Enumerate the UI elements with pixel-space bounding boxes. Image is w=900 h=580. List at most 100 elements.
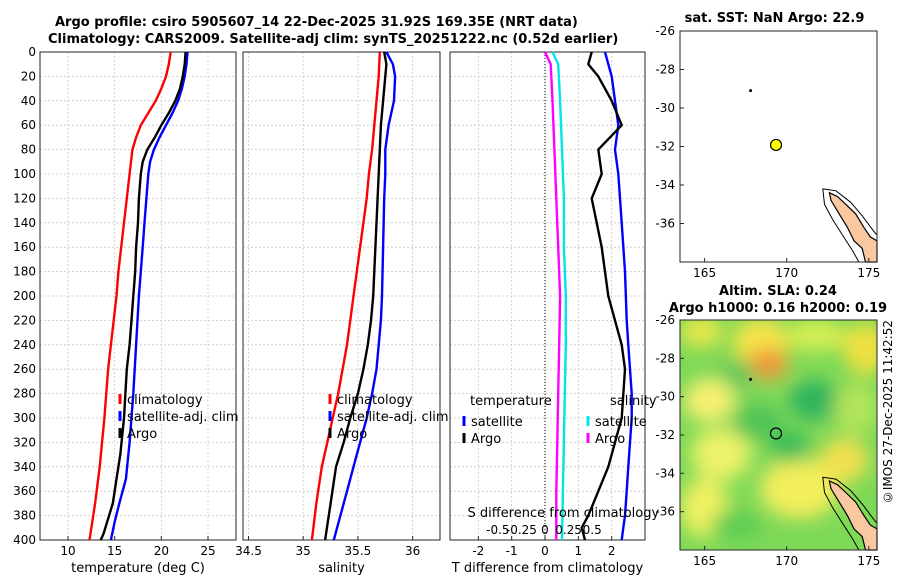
- sla-anomaly-blob: [709, 511, 762, 540]
- sst-map-tick-label-x: 170: [775, 266, 798, 280]
- sla-anomaly-blob: [721, 359, 754, 388]
- temperature-profile-tick-label-y: 140: [13, 216, 36, 230]
- s-difference-tick-label: -0.5: [486, 523, 509, 537]
- sla-map-tick-label-y: -36: [655, 505, 675, 519]
- sla-map-title-line2: Argo h1000: 0.16 h2000: 0.19: [669, 301, 887, 316]
- temperature-profile-xlabel: temperature (deg C): [71, 561, 205, 576]
- sst-map-tick-label-y: -26: [655, 24, 675, 38]
- sla-map-tick-label-y: -26: [655, 313, 675, 327]
- sla-map-tick-label-y: -32: [655, 428, 675, 442]
- temperature-profile-tick-label-y: 0: [28, 45, 36, 59]
- sla-blobs: [680, 320, 877, 540]
- sla-map-tick-label-y: -30: [655, 390, 675, 404]
- temperature-profile-axes-frame: [39, 51, 237, 541]
- sst-map-island: [749, 89, 753, 93]
- difference-series-s-argo: [543, 51, 562, 540]
- difference-legend-label: Argo: [595, 432, 625, 447]
- difference-profile-tick-label-x: -2: [472, 544, 484, 558]
- s-difference-xlabel: S difference from climatology: [467, 506, 659, 521]
- temperature-profile-tick-label-y: 200: [13, 289, 36, 303]
- sla-anomaly-blob: [731, 403, 784, 440]
- sst-map-title: sat. SST: NaN Argo: 22.9: [685, 11, 865, 26]
- sla-map-tick-label-x: 165: [693, 554, 716, 568]
- temperature-profile-tick-label-y: 340: [13, 460, 36, 474]
- s-difference-tick-label: 0.5: [583, 523, 602, 537]
- difference-profile-tick-label-x: 1: [575, 544, 583, 558]
- temperature-profile-tick-label-y: 300: [13, 411, 36, 425]
- difference-legend-label: satellite: [595, 415, 647, 430]
- temperature-profile-series-argo: [99, 51, 187, 541]
- sla-anomaly-blob: [683, 378, 736, 423]
- temperature-profile-tick-label-y: 320: [13, 435, 36, 449]
- temperature-profile-tick-label-y: 80: [21, 143, 36, 157]
- timestamp-stamp: ©IMOS 27-Dec-2025 11:42:52: [881, 320, 895, 505]
- temperature-profile-tick-label-y: 280: [13, 387, 36, 401]
- salinity-profile-tick-label-x: 35: [296, 544, 311, 558]
- temperature-profile-series-climatology: [88, 51, 172, 541]
- temperature-profile-series-satellite-adj-clim: [109, 51, 189, 541]
- temperature-profile-tick-label-y: 240: [13, 338, 36, 352]
- sla-map-island: [749, 377, 753, 381]
- temperature-profile-tick-label-y: 360: [13, 484, 36, 498]
- difference-profile-tick-label-x: -1: [506, 544, 518, 558]
- sla-map-title-line1: Altim. SLA: 0.24: [719, 284, 837, 299]
- salinity-profile-tick-label-x: 35.5: [345, 544, 372, 558]
- main-title-line2: Climatology: CARS2009. Satellite-adj cli…: [48, 32, 619, 47]
- sla-anomaly-blob: [691, 428, 752, 481]
- sst-map-tick-label-y: -34: [655, 178, 675, 192]
- temperature-profile-tick-label-y: 260: [13, 362, 36, 376]
- legend-title-salinity: salinity: [610, 394, 657, 409]
- temperature-profile-tick-label-x: 25: [200, 544, 215, 558]
- sla-map-tick-label-x: 175: [857, 554, 880, 568]
- sst-map-tick-label-y: -30: [655, 101, 675, 115]
- temperature-profile-tick-label-y: 160: [13, 240, 36, 254]
- s-difference-tick-label: -0.25: [506, 523, 537, 537]
- sla-map-tick-label-y: -28: [655, 351, 675, 365]
- difference-legend-label: Argo: [471, 432, 501, 447]
- sla-anomaly-blob: [788, 380, 841, 421]
- difference-series-t-satellite: [603, 51, 633, 541]
- sla-anomaly-blob: [833, 382, 877, 435]
- s-difference-tick-label: 0: [541, 523, 549, 537]
- sla-field: [680, 320, 877, 550]
- sst-map-tick-label-x: 175: [857, 266, 880, 280]
- difference-profile-tick-label-x: 2: [608, 544, 616, 558]
- temperature-profile-tick-label-y: 400: [13, 533, 36, 547]
- legend-title-temperature: temperature: [470, 394, 552, 409]
- sla-anomaly-blob: [759, 458, 840, 519]
- sst-map-tick-label-y: -28: [655, 63, 675, 77]
- salinity-profile-tick-label-x: 36: [405, 544, 420, 558]
- main-title-line1: Argo profile: csiro 5905607_14 22-Dec-20…: [55, 15, 578, 30]
- salinity-profile-tick-label-x: 34.5: [235, 544, 262, 558]
- salinity-profile-series-satellite-adj-clim: [332, 51, 397, 541]
- sla-anomaly-blob: [843, 322, 877, 375]
- difference-series-t-argo: [580, 51, 627, 541]
- difference-profile-xlabel: T difference from climatology: [451, 561, 644, 576]
- temperature-profile-legend-label: climatology: [127, 393, 203, 408]
- difference-series-s-satellite: [551, 51, 567, 541]
- sla-anomaly-blob: [820, 437, 869, 482]
- salinity-profile-legend-label: Argo: [337, 427, 367, 442]
- temperature-profile-legend-label: satellite-adj. clim: [127, 410, 239, 425]
- salinity-profile-series-argo: [323, 51, 388, 541]
- s-difference-tick-label: 0.25: [555, 523, 582, 537]
- temperature-profile-tick-label-x: 10: [60, 544, 75, 558]
- salinity-profile-xlabel: salinity: [318, 561, 365, 576]
- temperature-profile-tick-label-y: 180: [13, 265, 36, 279]
- temperature-profile-tick-label-x: 15: [107, 544, 122, 558]
- salinity-profile-legend-label: climatology: [337, 393, 413, 408]
- temperature-profile-tick-label-y: 60: [21, 118, 36, 132]
- temperature-profile-tick-label-y: 40: [21, 94, 36, 108]
- salinity-profile-axes-frame: [242, 51, 441, 541]
- salinity-profile-legend-label: satellite-adj. clim: [337, 410, 449, 425]
- temperature-profile-legend-label: Argo: [127, 427, 157, 442]
- sla-map-float-marker: [769, 427, 783, 440]
- sst-map-tick-label-x: 165: [693, 266, 716, 280]
- difference-profile-tick-label-x: 0: [541, 544, 549, 558]
- difference-legend-label: satellite: [471, 415, 523, 430]
- salinity-profile-series-climatology: [310, 51, 381, 541]
- difference-profile-axes-frame: [449, 51, 646, 541]
- sla-anomaly-blob: [769, 430, 810, 463]
- temperature-profile-tick-label-x: 20: [154, 544, 169, 558]
